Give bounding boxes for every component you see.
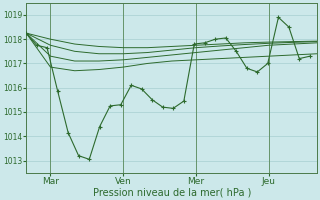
X-axis label: Pression niveau de la mer( hPa ): Pression niveau de la mer( hPa )	[92, 187, 251, 197]
